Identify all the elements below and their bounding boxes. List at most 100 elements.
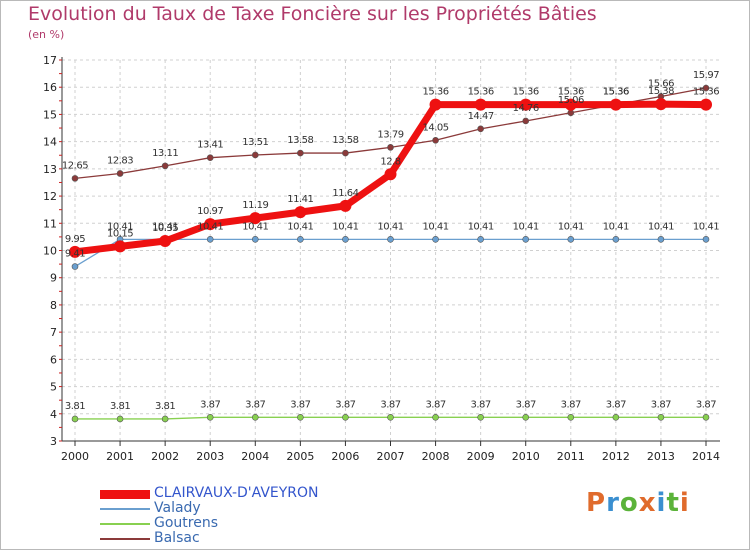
data-label: 13.11 xyxy=(152,148,178,159)
data-label: 3.87 xyxy=(651,399,671,410)
data-label: 10.41 xyxy=(558,221,584,232)
data-point xyxy=(564,98,577,111)
data-point xyxy=(297,149,304,157)
data-point xyxy=(702,414,710,421)
logo-letter: t xyxy=(666,488,680,518)
data-point xyxy=(477,414,484,421)
x-tick-label: 2002 xyxy=(151,450,179,463)
data-label: 14.05 xyxy=(423,122,449,133)
legend-swatch xyxy=(100,523,150,525)
data-label: 3.81 xyxy=(65,401,85,412)
data-label: 13.79 xyxy=(377,129,403,140)
logo-letter: r xyxy=(606,488,620,518)
chart-legend: CLAIRVAUX-D'AVEYRON Valady Goutrens Balsac xyxy=(100,486,400,546)
data-point xyxy=(71,175,79,182)
data-label: 10.41 xyxy=(513,221,539,232)
data-label: 10.41 xyxy=(197,221,223,232)
y-tick-label: 17 xyxy=(43,54,57,67)
data-label: 15.66 xyxy=(648,78,674,89)
y-tick-label: 9 xyxy=(50,272,57,285)
data-point xyxy=(519,98,532,111)
data-label: 11.19 xyxy=(242,200,268,211)
data-point xyxy=(251,151,259,159)
data-point xyxy=(429,98,442,111)
data-point xyxy=(387,144,394,151)
data-point xyxy=(657,414,665,421)
data-label: 12.65 xyxy=(62,160,88,171)
data-point xyxy=(339,199,352,212)
data-point xyxy=(567,109,575,117)
data-point xyxy=(114,240,127,253)
data-point xyxy=(116,415,124,423)
data-label: 15.06 xyxy=(558,95,584,106)
x-tick-label: 2014 xyxy=(692,450,720,463)
legend-item: CLAIRVAUX-D'AVEYRON xyxy=(100,486,400,501)
data-point xyxy=(700,98,712,111)
data-point xyxy=(161,415,169,423)
data-label: 14.47 xyxy=(468,111,494,122)
data-point xyxy=(657,236,665,243)
data-point xyxy=(612,236,620,243)
legend-label: Goutrens xyxy=(154,515,219,531)
data-point xyxy=(522,414,530,421)
data-point xyxy=(474,98,487,111)
data-point xyxy=(342,414,349,421)
data-label: 3.87 xyxy=(516,399,536,410)
data-point xyxy=(702,236,710,243)
data-label: 10.41 xyxy=(287,221,313,232)
data-label: 13.41 xyxy=(197,140,223,151)
data-point xyxy=(251,236,259,243)
data-point xyxy=(567,236,575,243)
data-label: 14.76 xyxy=(513,103,539,114)
data-label: 12.83 xyxy=(107,155,133,166)
data-label: 10.41 xyxy=(603,221,629,232)
y-tick-label: 4 xyxy=(50,408,57,421)
y-tick-label: 3 xyxy=(50,435,57,448)
data-label: 10.41 xyxy=(648,221,674,232)
y-tick-label: 13 xyxy=(43,163,57,176)
x-tick-label: 2005 xyxy=(286,450,314,463)
data-point xyxy=(432,236,439,243)
data-point xyxy=(384,168,397,181)
data-point xyxy=(297,414,304,421)
data-point xyxy=(116,170,124,177)
data-point xyxy=(249,212,262,225)
proxiti-logo: Proxiti xyxy=(586,488,690,518)
data-label: 11.41 xyxy=(287,194,313,205)
data-label: 10.41 xyxy=(107,221,133,232)
data-label: 11.64 xyxy=(332,188,358,199)
chart-subtitle: (en %) xyxy=(28,28,65,41)
data-label: 15.36 xyxy=(558,87,584,98)
y-tick-label: 16 xyxy=(43,81,57,94)
data-point xyxy=(69,245,81,258)
data-point xyxy=(567,414,575,421)
data-label: 10.97 xyxy=(197,206,223,217)
logo-letter: x xyxy=(638,488,657,518)
data-point xyxy=(432,136,439,144)
y-tick-label: 10 xyxy=(43,245,57,258)
data-label: 3.87 xyxy=(561,399,581,410)
data-point xyxy=(251,414,259,421)
chart-title: Evolution du Taux de Taxe Foncière sur l… xyxy=(28,3,597,25)
data-point xyxy=(654,98,667,111)
legend-swatch xyxy=(100,538,150,540)
y-tick-label: 15 xyxy=(43,108,57,121)
data-label: 3.87 xyxy=(200,399,220,410)
data-label: 9.41 xyxy=(65,249,85,260)
x-tick-label: 2007 xyxy=(377,450,405,463)
data-label: 3.87 xyxy=(425,399,445,410)
y-tick-label: 6 xyxy=(50,353,57,366)
data-point xyxy=(204,218,217,231)
data-label: 10.41 xyxy=(332,221,358,232)
data-label: 15.38 xyxy=(648,86,674,97)
data-point xyxy=(342,149,349,157)
data-label: 12.8 xyxy=(380,156,400,167)
y-tick-label: 12 xyxy=(43,190,57,203)
data-point xyxy=(161,162,169,170)
data-label: 3.87 xyxy=(471,399,491,410)
legend-swatch xyxy=(100,508,150,510)
x-tick-label: 2012 xyxy=(602,450,630,463)
legend-label: Valady xyxy=(154,500,201,516)
data-label: 3.87 xyxy=(335,399,355,410)
data-label: 15.36 xyxy=(603,87,629,98)
